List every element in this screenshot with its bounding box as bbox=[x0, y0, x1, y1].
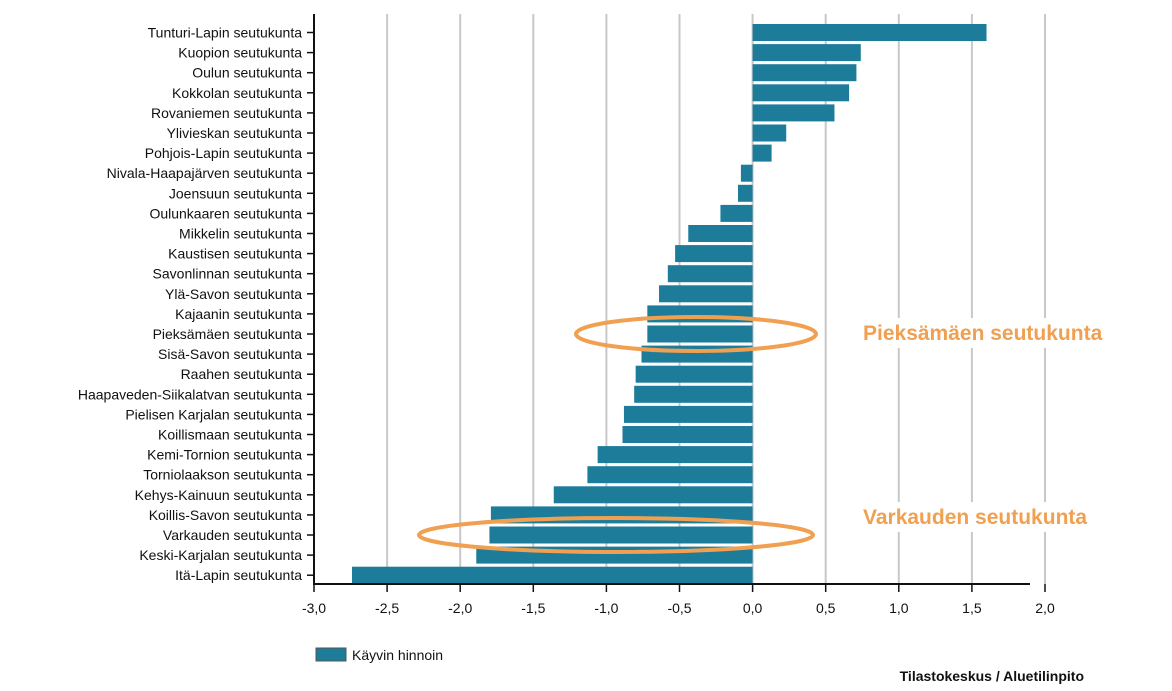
x-tick-label: -2,0 bbox=[448, 600, 472, 616]
bar bbox=[752, 24, 987, 41]
bar bbox=[720, 204, 753, 222]
category-label: Oulunkaaren seutukunta bbox=[149, 205, 302, 221]
x-tick-label: -3,0 bbox=[302, 600, 326, 616]
bar bbox=[597, 446, 753, 464]
bar bbox=[647, 325, 753, 343]
bar bbox=[752, 144, 772, 162]
bar bbox=[688, 225, 753, 242]
category-label: Keski-Karjalan seutukunta bbox=[139, 547, 302, 563]
category-label: Koillismaan seutukunta bbox=[158, 427, 302, 443]
category-label: Ylä-Savon seutukunta bbox=[165, 286, 302, 302]
bar bbox=[675, 245, 753, 263]
x-tick-label: 1,5 bbox=[962, 600, 982, 616]
x-tick-label: 0,0 bbox=[743, 600, 763, 616]
highlight-ellipse bbox=[574, 315, 818, 353]
bar bbox=[553, 486, 753, 504]
category-label: Haapaveden-Siikalatvan seutukunta bbox=[78, 386, 302, 402]
legend-label: Käyvin hinnoin bbox=[352, 647, 443, 663]
category-label: Raahen seutukunta bbox=[181, 366, 303, 382]
bar bbox=[622, 426, 753, 443]
annotation-label: Pieksämäen seutukunta bbox=[863, 322, 1103, 345]
highlight-ellipse bbox=[417, 516, 815, 554]
annotation-label-backdrop bbox=[859, 318, 1168, 348]
category-label: Varkauden seutukunta bbox=[163, 527, 302, 543]
category-labels: Tunturi-Lapin seutukunta Kuopion seutukun… bbox=[78, 25, 302, 584]
category-label: Savonlinnan seutukunta bbox=[153, 266, 303, 282]
category-label: Kaustisen seutukunta bbox=[168, 246, 302, 262]
category-label: Rovaniemen seutukunta bbox=[151, 105, 302, 121]
category-label: Kajaanin seutukunta bbox=[175, 306, 302, 322]
category-label: Tunturi-Lapin seutukunta bbox=[148, 25, 303, 41]
x-tick-label: -1,5 bbox=[521, 600, 545, 616]
category-label: Pohjois-Lapin seutukunta bbox=[145, 145, 302, 161]
bar bbox=[667, 265, 753, 283]
x-tick-label: 0,5 bbox=[816, 600, 836, 616]
bar bbox=[752, 44, 861, 62]
x-tick-label: 2,0 bbox=[1035, 600, 1055, 616]
x-tick-label: -2,5 bbox=[375, 600, 399, 616]
x-tick-label: -0,5 bbox=[667, 600, 691, 616]
category-label: Torniolaakson seutukunta bbox=[143, 467, 302, 483]
bar bbox=[752, 124, 787, 142]
x-tick-label: -1,0 bbox=[594, 600, 618, 616]
category-label: Kemi-Tornion seutukunta bbox=[147, 447, 302, 463]
category-label: Kehys-Kainuun seutukunta bbox=[135, 487, 303, 503]
axes bbox=[307, 14, 1046, 592]
legend-swatch bbox=[315, 647, 347, 662]
bar bbox=[623, 405, 753, 423]
category-label: Itä-Lapin seutukunta bbox=[175, 567, 302, 583]
category-label: Sisä-Savon seutukunta bbox=[158, 346, 302, 362]
annotation-label-backdrop bbox=[859, 502, 1168, 532]
bar bbox=[587, 466, 753, 484]
bar bbox=[752, 64, 857, 82]
category-label: Nivala-Haapajärven seutukunta bbox=[107, 165, 303, 181]
category-label: Oulun seutukunta bbox=[192, 65, 302, 81]
category-label: Koillis-Savon seutukunta bbox=[149, 507, 303, 523]
bar bbox=[752, 84, 850, 102]
category-label: Mikkelin seutukunta bbox=[179, 226, 302, 242]
category-label: Pieksämäen seutukunta bbox=[153, 326, 303, 342]
category-label: Kuopion seutukunta bbox=[178, 45, 302, 61]
bar bbox=[659, 285, 753, 303]
category-label: Joensuun seutukunta bbox=[169, 185, 302, 201]
category-label: Pielisen Karjalan seutukunta bbox=[125, 406, 302, 422]
annotations: Pieksämäen seutukunta Varkauden seutukunt… bbox=[417, 315, 1168, 554]
source-caption: Tilastokeskus / Aluetilinpito bbox=[900, 668, 1084, 684]
bar bbox=[737, 184, 753, 202]
legend: Käyvin hinnoin bbox=[315, 647, 443, 663]
bar bbox=[752, 104, 835, 122]
bars bbox=[352, 24, 987, 584]
x-tick-labels: -3,0 -2,5 -2,0 -1,5 -1,0 -0,5 0,0 0,5 1,0 1,5 2,0 bbox=[302, 600, 1055, 616]
bar bbox=[634, 385, 753, 403]
category-label: Kokkolan seutukunta bbox=[172, 85, 302, 101]
category-label: Ylivieskan seutukunta bbox=[167, 125, 303, 141]
bar bbox=[740, 164, 753, 182]
annotation-label: Varkauden seutukunta bbox=[863, 506, 1087, 529]
bar bbox=[489, 526, 753, 544]
bar bbox=[635, 365, 753, 383]
bar bbox=[352, 566, 753, 584]
x-tick-label: 1,0 bbox=[889, 600, 909, 616]
